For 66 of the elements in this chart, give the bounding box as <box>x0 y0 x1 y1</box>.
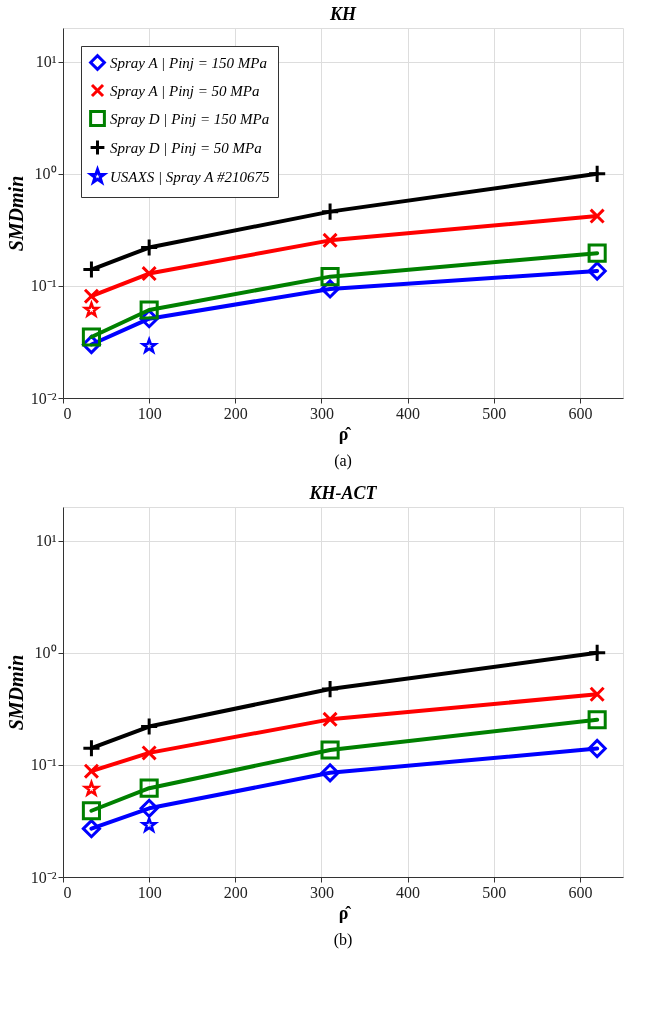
point <box>139 798 159 818</box>
point <box>589 686 606 703</box>
x-tick-label: 300 <box>309 404 334 422</box>
y-tick-label: 10⁻¹ <box>30 756 57 774</box>
y-tick-label: 10⁻¹ <box>30 277 57 295</box>
point <box>139 336 159 355</box>
legend-label: Spray D | Pinj = 50 MPa <box>110 139 262 156</box>
y-tick-label: 10⁰ <box>34 644 57 662</box>
x-tick-label: 0 <box>63 883 72 901</box>
point <box>83 763 100 780</box>
point <box>81 738 101 758</box>
x-tick-label: 600 <box>568 883 593 901</box>
y-tick-label: 10¹ <box>35 53 57 71</box>
point <box>587 164 607 184</box>
point <box>587 261 607 281</box>
x-tick-label: 100 <box>137 883 162 901</box>
point <box>139 716 159 737</box>
point <box>139 237 159 258</box>
x-tick-label: 500 <box>482 404 507 422</box>
point <box>322 232 339 249</box>
x-tick-label: 300 <box>309 883 334 901</box>
y-tick-label: 10⁻² <box>30 389 57 407</box>
text: (b) <box>333 931 353 949</box>
y-tick-label: 10¹ <box>35 532 57 550</box>
text: (a) <box>334 452 352 470</box>
y-axis-title: SMDmin <box>4 654 27 731</box>
chart-title: KH <box>328 4 357 24</box>
point <box>587 710 607 730</box>
x-tick-label: 400 <box>396 883 421 901</box>
x-tick-label: 400 <box>396 404 421 422</box>
y-tick-label: 10⁰ <box>34 165 57 183</box>
point <box>320 763 340 783</box>
point <box>587 738 607 759</box>
y-axis-title: SMDmin <box>4 175 27 252</box>
point <box>587 643 607 663</box>
chart-title: KH-ACT <box>308 483 378 503</box>
point <box>320 267 340 287</box>
x-axis-title: ρ̂ <box>338 423 352 444</box>
point <box>320 740 340 760</box>
x-tick-label: 200 <box>223 883 248 901</box>
point <box>139 817 159 834</box>
x-tick-label: 0 <box>63 404 72 422</box>
x-tick-label: 100 <box>137 404 162 422</box>
point <box>587 243 607 263</box>
point <box>141 744 158 761</box>
x-tick-label: 500 <box>482 883 507 901</box>
point <box>589 208 606 225</box>
point <box>81 801 101 821</box>
y-tick-label: 10⁻² <box>30 868 57 886</box>
legend-label: Spray A | Pinj = 50 MPa <box>110 82 260 99</box>
point <box>139 778 159 798</box>
point <box>81 327 101 347</box>
legend-label: USAXS | Spray A #210675 <box>110 168 270 185</box>
legend-label: Spray D | Pinj = 150 MPa <box>110 110 270 127</box>
point <box>139 300 159 320</box>
point <box>320 679 340 699</box>
point <box>141 265 158 282</box>
x-tick-label: 600 <box>568 404 593 422</box>
x-tick-label: 200 <box>223 404 248 422</box>
point <box>320 202 340 222</box>
legend-label: Spray A | Pinj = 150 MPa <box>110 54 268 71</box>
point <box>322 711 339 728</box>
x-axis-title: ρ̂ <box>338 902 352 923</box>
point <box>81 819 101 839</box>
point <box>81 259 101 280</box>
point <box>83 288 100 305</box>
